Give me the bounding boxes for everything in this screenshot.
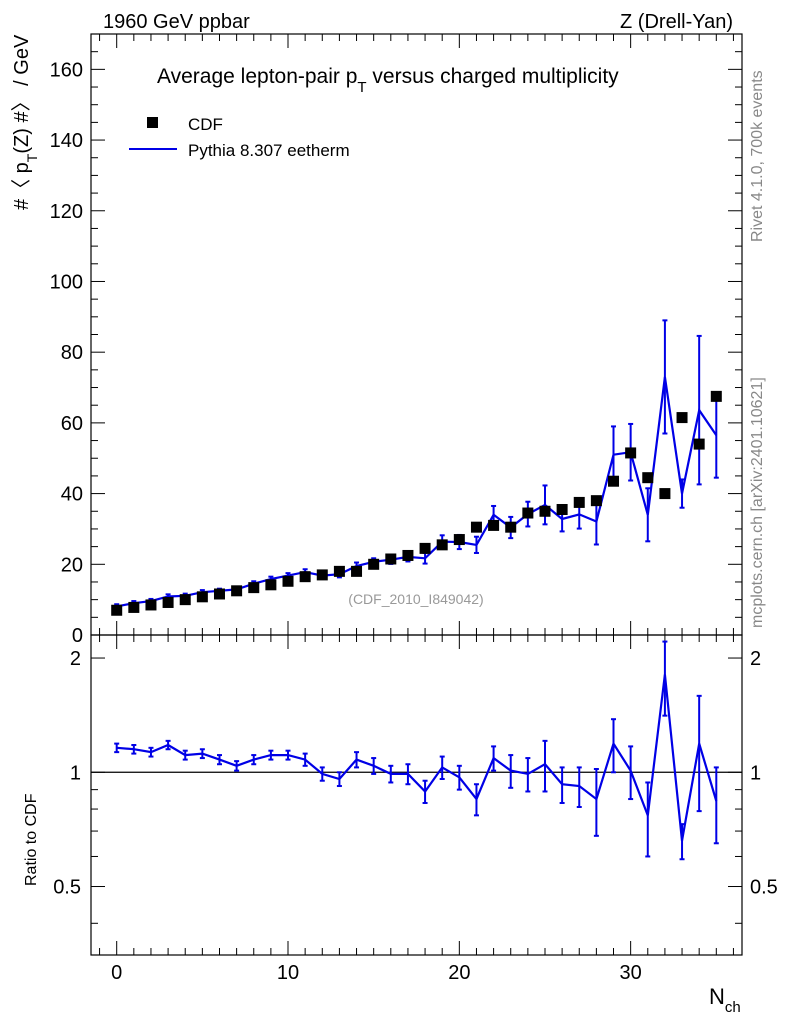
ratio-y-tick-label-right: 2 — [750, 648, 761, 670]
cdf-point — [453, 534, 465, 546]
cdf-point — [128, 601, 140, 613]
cdf-point — [196, 591, 208, 603]
cdf-point — [282, 575, 294, 587]
cdf-point — [385, 553, 397, 565]
ratio-y-tick-label: 1 — [70, 762, 81, 784]
ratio-plot-frame — [90, 634, 743, 956]
ratio-line — [116, 674, 718, 841]
cdf-point — [231, 585, 243, 597]
cdf-point — [710, 390, 722, 402]
y-tick-label: 0 — [72, 625, 83, 647]
y-tick-label: 160 — [50, 59, 83, 81]
cdf-point — [625, 447, 637, 459]
y-tick-label: 140 — [50, 130, 83, 152]
x-axis-label: Nch — [709, 984, 741, 1016]
x-tick-label: 20 — [448, 962, 470, 984]
y-tick-label: 20 — [61, 554, 83, 576]
y-tick-label: 60 — [61, 413, 83, 435]
x-tick-label: 0 — [111, 962, 122, 984]
y-tick-label: 120 — [50, 201, 83, 223]
cdf-point — [419, 542, 431, 554]
cdf-point — [316, 569, 328, 581]
cdf-point — [299, 571, 311, 583]
chart-title: Average lepton-pair pT versus charged mu… — [157, 65, 619, 96]
cdf-point — [368, 558, 380, 570]
pythia-line — [116, 376, 718, 608]
legend-label-pythia: Pythia 8.307 eetherm — [188, 141, 350, 160]
cdf-point — [402, 549, 414, 561]
cdf-point — [248, 582, 260, 594]
cdf-point — [676, 412, 688, 424]
ratio-y-axis-label: Ratio to CDF — [23, 793, 40, 886]
cdf-point — [608, 475, 620, 487]
cdf-point — [590, 495, 602, 507]
analysis-label: (CDF_2010_I849042) — [348, 591, 483, 607]
ratio-y-tick-label-right: 1 — [750, 762, 761, 784]
cdf-point — [573, 496, 585, 508]
cdf-point — [556, 503, 568, 515]
ratio-y-tick-label: 2 — [70, 648, 81, 670]
cdf-point — [522, 507, 534, 519]
header-right: Z (Drell-Yan) — [620, 11, 733, 33]
y-tick-label: 80 — [61, 342, 83, 364]
cdf-point — [213, 588, 225, 600]
legend-label-cdf: CDF — [188, 115, 223, 134]
cdf-point — [659, 488, 671, 500]
cdf-point — [488, 519, 500, 531]
y-tick-label: 40 — [61, 484, 83, 506]
cdf-point — [179, 594, 191, 606]
cdf-point — [436, 539, 448, 551]
y-axis-label: #〈 pT(Z) #〉 / GeV — [11, 34, 40, 210]
ratio-y-tick-label-right: 0.5 — [750, 877, 778, 899]
cdf-point — [642, 472, 654, 484]
cdf-point — [333, 565, 345, 577]
legend-marker-cdf — [147, 117, 158, 128]
x-tick-label: 30 — [620, 962, 642, 984]
x-tick-label: 10 — [277, 962, 299, 984]
cdf-point — [505, 521, 517, 533]
cdf-point — [693, 438, 705, 450]
mcplots-label: mcplots.cern.ch [arXiv:2401.10621] — [749, 377, 766, 628]
cdf-point — [162, 596, 174, 608]
cdf-point — [145, 599, 157, 611]
ratio-y-tick-label: 0.5 — [53, 877, 81, 899]
cdf-point — [539, 505, 551, 517]
cdf-point — [351, 565, 363, 577]
cdf-point — [265, 579, 277, 591]
header-left: 1960 GeV ppbar — [103, 11, 250, 33]
cdf-point — [470, 521, 482, 533]
rivet-version-label: Rivet 4.1.0, 700k events — [749, 70, 766, 242]
y-tick-label: 100 — [50, 271, 83, 293]
cdf-point — [111, 604, 123, 616]
